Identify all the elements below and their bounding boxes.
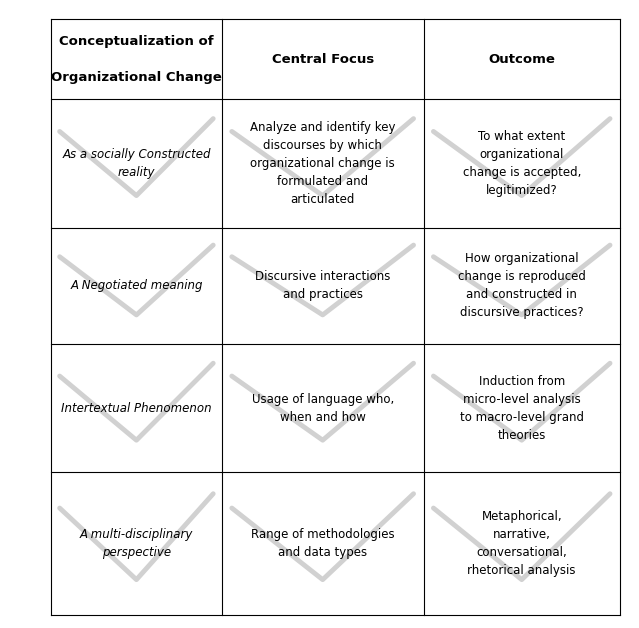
Text: As a socially Constructed
reality: As a socially Constructed reality: [62, 148, 211, 179]
Text: Analyze and identify key
discourses by which
organizational change is
formulated: Analyze and identify key discourses by w…: [250, 121, 396, 206]
Text: A Negotiated meaning: A Negotiated meaning: [70, 279, 203, 292]
Text: Discursive interactions
and practices: Discursive interactions and practices: [255, 270, 390, 301]
Text: Conceptualization of

Organizational Change: Conceptualization of Organizational Chan…: [51, 35, 222, 84]
Text: Metaphorical,
narrative,
conversational,
rhetorical analysis: Metaphorical, narrative, conversational,…: [468, 511, 576, 577]
Text: Range of methodologies
and data types: Range of methodologies and data types: [251, 528, 394, 560]
Text: Intertextual Phenomenon: Intertextual Phenomenon: [61, 402, 212, 414]
Text: Induction from
micro-level analysis
to macro-level grand
theories: Induction from micro-level analysis to m…: [459, 375, 584, 441]
Text: Usage of language who,
when and how: Usage of language who, when and how: [252, 392, 394, 424]
Text: To what extent
organizational
change is accepted,
legitimized?: To what extent organizational change is …: [463, 130, 581, 197]
Text: Outcome: Outcome: [488, 53, 555, 65]
Text: Central Focus: Central Focus: [272, 53, 374, 65]
Text: How organizational
change is reproduced
and constructed in
discursive practices?: How organizational change is reproduced …: [458, 252, 586, 319]
Text: A multi-disciplinary
perspective: A multi-disciplinary perspective: [80, 528, 193, 560]
